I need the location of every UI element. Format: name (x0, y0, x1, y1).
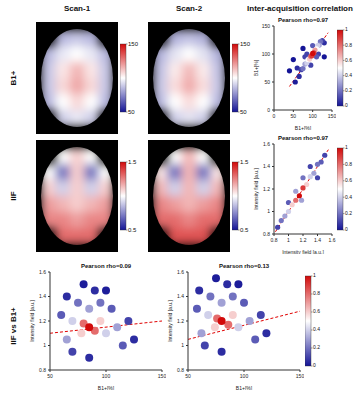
svg-text:0: 0 (273, 113, 276, 119)
html-text:Pearson rho=0.97: Pearson rho=0.97 (277, 17, 329, 23)
svg-text:50: 50 (264, 79, 270, 85)
svg-text:150: 150 (128, 41, 139, 47)
svg-text:100: 100 (240, 373, 249, 379)
html-text:Pearson rho=0.97: Pearson rho=0.97 (277, 135, 329, 141)
svg-text:Intensity field [a.u.]: Intensity field [a.u.] (282, 249, 324, 254)
html-text:IIF vs B1+: IIF vs B1+ (9, 307, 18, 345)
svg-text:0.8: 0.8 (345, 161, 352, 167)
svg-text:0.8: 0.8 (177, 367, 184, 373)
svg-text:1: 1 (345, 26, 348, 32)
svg-text:150: 150 (262, 23, 271, 29)
svg-text:1.6: 1.6 (263, 141, 270, 147)
svg-text:0.4: 0.4 (345, 194, 352, 200)
svg-text:0.5: 0.5 (128, 227, 137, 233)
svg-text:0.2: 0.2 (313, 344, 320, 350)
svg-text:100: 100 (102, 373, 111, 379)
svg-text:1.6: 1.6 (329, 237, 336, 243)
svg-text:0.8: 0.8 (271, 237, 278, 243)
svg-text:1.4: 1.4 (177, 293, 184, 299)
svg-text:0.2: 0.2 (345, 210, 352, 216)
svg-text:1.4: 1.4 (314, 237, 321, 243)
svg-text:50: 50 (47, 373, 53, 379)
svg-text:1: 1 (313, 272, 316, 278)
svg-text:50: 50 (185, 373, 191, 379)
svg-text:Intensity field [a.u.]: Intensity field [a.u.] (253, 168, 259, 210)
svg-text:100: 100 (262, 51, 271, 57)
svg-text:1: 1 (287, 237, 290, 243)
html-text:B1+: B1+ (9, 70, 18, 86)
svg-text:1.2: 1.2 (177, 318, 184, 324)
svg-text:0.6: 0.6 (313, 308, 320, 314)
svg-text:1.2: 1.2 (263, 186, 270, 192)
svg-text:0: 0 (345, 102, 348, 108)
svg-text:150: 150 (328, 113, 336, 119)
svg-text:100: 100 (308, 113, 317, 119)
svg-text:1.5: 1.5 (240, 159, 249, 165)
svg-text:1: 1 (345, 144, 348, 150)
svg-text:150: 150 (296, 373, 304, 379)
html-text:Scan-2: Scan-2 (175, 4, 203, 13)
svg-text:0.6: 0.6 (345, 177, 352, 183)
svg-text:1.6: 1.6 (39, 269, 46, 275)
svg-text:50: 50 (291, 113, 297, 119)
svg-text:150: 150 (240, 41, 251, 47)
svg-text:1.5: 1.5 (128, 159, 137, 165)
svg-text:0: 0 (267, 107, 270, 113)
svg-text:150: 150 (158, 373, 166, 379)
html-text:Scan-1: Scan-1 (63, 4, 91, 13)
svg-text:0.5: 0.5 (240, 227, 249, 233)
svg-text:0.2: 0.2 (345, 87, 352, 93)
svg-text:B1+[%]: B1+[%] (236, 385, 253, 390)
svg-text:50: 50 (128, 109, 135, 115)
svg-text:0.4: 0.4 (345, 72, 352, 78)
svg-text:1.4: 1.4 (263, 163, 270, 169)
svg-text:1: 1 (267, 208, 270, 214)
svg-text:0: 0 (345, 226, 348, 232)
svg-text:1: 1 (43, 342, 46, 348)
html-text:Pearson rho=0.09: Pearson rho=0.09 (80, 263, 132, 269)
svg-text:1.4: 1.4 (39, 293, 46, 299)
svg-text:0.8: 0.8 (39, 367, 46, 373)
html-text:IIF: IIF (9, 191, 18, 201)
svg-text:1.2: 1.2 (300, 237, 307, 243)
svg-text:Intensity field [a.u.]: Intensity field [a.u.] (167, 300, 173, 342)
svg-text:B1+[%]: B1+[%] (253, 59, 259, 76)
svg-text:0.8: 0.8 (263, 231, 270, 237)
html-text:Pearson rho=0.13: Pearson rho=0.13 (218, 263, 270, 269)
svg-text:0: 0 (313, 362, 316, 368)
svg-text:1: 1 (181, 342, 184, 348)
svg-text:1.6: 1.6 (177, 269, 184, 275)
svg-text:B1+[%]: B1+[%] (295, 125, 312, 130)
svg-text:0.6: 0.6 (345, 57, 352, 63)
svg-text:0.4: 0.4 (313, 326, 320, 332)
svg-text:B1+[%]: B1+[%] (98, 385, 115, 390)
svg-text:Intensity field [a.u.]: Intensity field [a.u.] (29, 300, 35, 342)
svg-text:0.8: 0.8 (313, 290, 320, 296)
svg-text:1.2: 1.2 (39, 318, 46, 324)
html-text:Inter-acquisition correlation: Inter-acquisition correlation (247, 4, 353, 13)
svg-text:50: 50 (240, 109, 247, 115)
svg-text:0.8: 0.8 (345, 42, 352, 48)
